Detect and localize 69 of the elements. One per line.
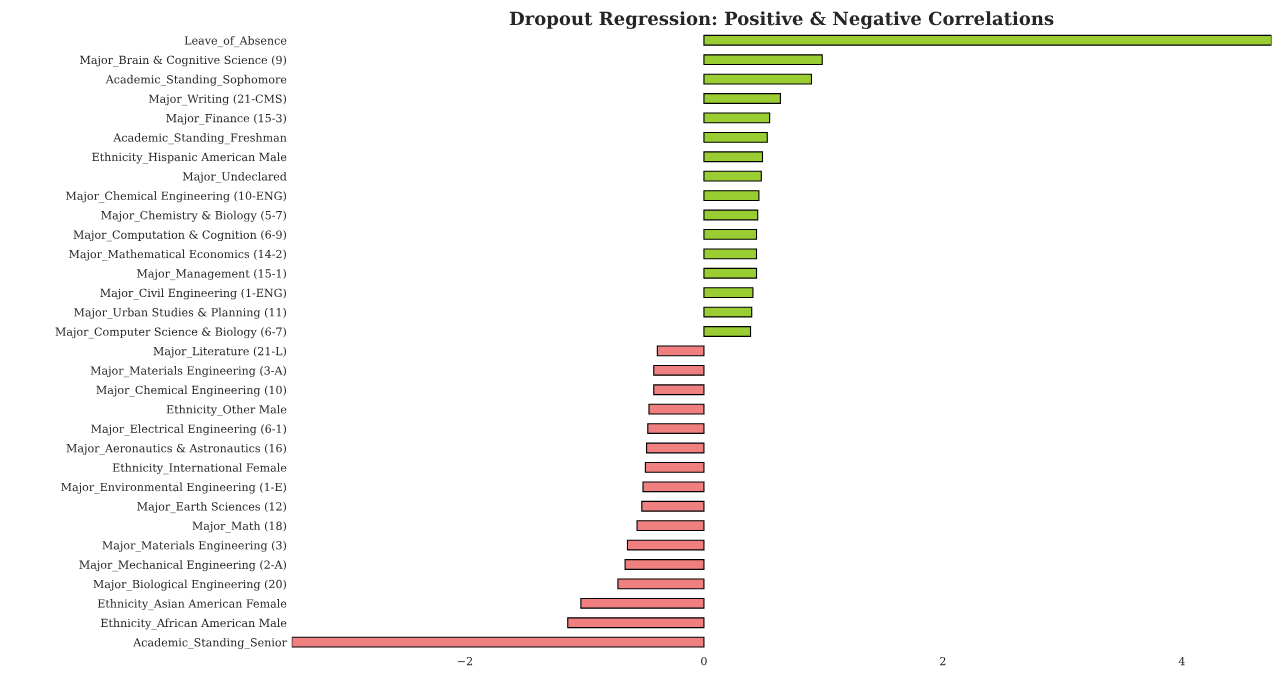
- bar: [626, 539, 705, 551]
- y-tick-label: Major_Writing (21-CMS): [148, 94, 287, 106]
- bar: [703, 209, 759, 221]
- y-tick-label: Major_Finance (15-3): [166, 113, 286, 125]
- x-tick-label: 2: [940, 656, 946, 666]
- bar: [636, 520, 705, 532]
- y-tick-label: Major_Brain & Cognitive Science (9): [80, 55, 287, 67]
- y-tick-label: Major_Materials Engineering (3): [102, 540, 286, 552]
- bar: [703, 267, 758, 279]
- bar: [644, 461, 705, 473]
- y-tick-label: Major_Electrical Engineering (6-1): [91, 424, 286, 436]
- bar: [648, 403, 705, 415]
- bar: [642, 481, 705, 493]
- y-tick-label: Leave_of_Absence: [184, 36, 287, 48]
- bar: [703, 93, 781, 104]
- y-tick-label: Major_Aeronautics & Astronautics (16): [66, 443, 287, 455]
- bar: [653, 364, 705, 376]
- y-tick-label: Major_Computer Science & Biology (6-7): [55, 327, 287, 339]
- bar: [703, 131, 768, 143]
- chart-title: Dropout Regression: Positive & Negative Correlations: [509, 11, 1054, 30]
- y-tick-label: Major_Civil Engineering (1-ENG): [100, 288, 286, 300]
- bar: [703, 151, 764, 163]
- y-tick-label: Major_Environmental Engineering (1-E): [61, 482, 286, 494]
- y-tick-label: Major_Chemical Engineering (10-ENG): [66, 191, 286, 203]
- y-tick-label: Academic_Standing_Senior: [133, 637, 287, 649]
- y-tick-label: Major_Undeclared: [182, 171, 287, 184]
- bar: [641, 500, 705, 512]
- y-tick-label: Ethnicity_International Female: [112, 463, 287, 475]
- y-tick-label: Ethnicity_Other Male: [166, 404, 287, 416]
- x-tick-label: 0: [701, 656, 707, 666]
- bar: [653, 384, 705, 396]
- bar: [703, 190, 760, 201]
- bar: [703, 54, 823, 66]
- y-tick-label: Major_Mechanical Engineering (2-A): [79, 560, 286, 572]
- bar: [646, 442, 705, 454]
- y-tick-label: Ethnicity_Asian American Female: [97, 599, 287, 611]
- bar: [567, 617, 705, 629]
- y-tick-label: Academic_Standing_Sophomore: [105, 74, 287, 86]
- bar: [703, 326, 752, 337]
- bar: [617, 578, 705, 590]
- y-tick-label: Major_Chemistry & Biology (5-7): [101, 210, 287, 222]
- bar: [703, 229, 758, 240]
- y-tick-label: Major_Literature (21-L): [153, 346, 286, 358]
- bar: [703, 287, 754, 299]
- y-tick-label: Ethnicity_African American Male: [100, 618, 287, 630]
- x-tick-label: −2: [457, 656, 473, 666]
- bar: [656, 345, 705, 357]
- y-tick-label: Major_Materials Engineering (3-A): [90, 366, 286, 378]
- y-tick-label: Academic_Standing_Freshman: [113, 133, 287, 145]
- y-tick-label: Major_Management (15-1): [137, 269, 286, 281]
- bar: [291, 636, 705, 648]
- bar: [703, 248, 758, 260]
- y-tick-label: Major_Chemical Engineering (10): [96, 385, 286, 397]
- y-tick-label: Major_Urban Studies & Planning (11): [74, 307, 287, 319]
- y-tick-label: Ethnicity_Hispanic American Male: [92, 152, 287, 164]
- bar: [647, 423, 705, 434]
- y-tick-label: Major_Earth Sciences (12): [137, 502, 287, 514]
- bar: [703, 73, 813, 85]
- bar: [580, 597, 705, 609]
- y-tick-label: Major_Mathematical Economics (14-2): [69, 249, 286, 261]
- y-tick-label: Major_Computation & Cognition (6-9): [73, 230, 286, 242]
- bar: [624, 559, 705, 570]
- bar: [703, 112, 771, 124]
- y-tick-label: Major_Biological Engineering (20): [93, 579, 286, 591]
- y-tick-label: Major_Math (18): [192, 521, 287, 533]
- x-tick-label: 4: [1178, 656, 1185, 666]
- bar: [703, 170, 762, 182]
- bar: [703, 306, 753, 318]
- bar: [703, 34, 1272, 46]
